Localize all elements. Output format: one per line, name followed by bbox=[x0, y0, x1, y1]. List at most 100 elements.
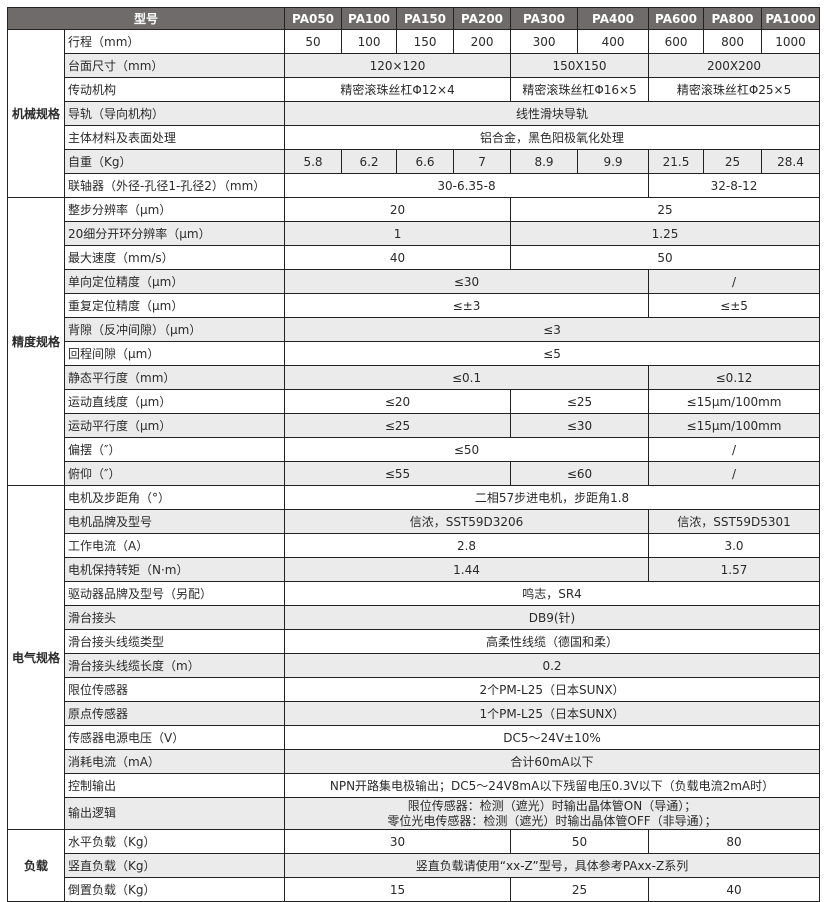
value-cell: 300 bbox=[510, 29, 579, 54]
value-cell: 线性滑块导轨 bbox=[284, 101, 821, 126]
value-cell: 25 bbox=[703, 149, 763, 174]
table-row: 限位传感器 2个PM-L25（日本SUNX） bbox=[8, 677, 821, 702]
row-label: 偏摆（″） bbox=[63, 437, 286, 462]
table-row: 滑台接头线缆类型 高柔性线缆（德国和柔） bbox=[8, 629, 821, 654]
value-cell: 120×120 bbox=[284, 53, 512, 78]
row-label: 电机品牌及型号 bbox=[63, 509, 286, 534]
group-label: 电气规格 bbox=[7, 485, 65, 830]
table-row: 滑台接头 DB9(针) bbox=[8, 605, 821, 630]
value-cell: DB9(针) bbox=[284, 605, 821, 630]
table-row: 台面尺寸（mm） 120×120 150X150 200X200 bbox=[8, 53, 821, 78]
table-row: 单向定位精度（μm） ≤30/ bbox=[8, 269, 821, 294]
row-label: 最大速度（mm/s） bbox=[63, 245, 286, 270]
row-label: 传感器电源电压（V） bbox=[63, 725, 286, 750]
value-cell: 9.9 bbox=[577, 149, 650, 174]
row-label: 运动平行度（μm） bbox=[63, 413, 286, 438]
value-cell: 限位传感器：检测（遮光）时输出晶体管ON（导通）； 零位光电传感器：检测（遮光）… bbox=[284, 797, 821, 830]
table-row: 精度规格 整步分辨率（μm） 20 25 bbox=[7, 197, 821, 486]
row-label: 20细分开环分辨率（μm） bbox=[63, 221, 286, 246]
table-row: 自重（Kg） 5.8 6.2 6.6 7 8.9 9.9 21.5 25 28.4 bbox=[8, 149, 821, 174]
model-header-pa400: PA400 bbox=[577, 7, 650, 30]
value-cell: ≤20 bbox=[284, 389, 512, 414]
value-cell: ≤30 bbox=[510, 413, 650, 438]
value-cell: 铝合金，黑色阳极氧化处理 bbox=[284, 125, 821, 150]
value-cell: 1000 bbox=[761, 29, 821, 54]
model-header-pa600: PA600 bbox=[648, 7, 705, 30]
value-cell: ≤15μm/100mm bbox=[648, 389, 821, 414]
value-cell: ≤60 bbox=[510, 461, 650, 486]
model-header: 型号 bbox=[6, 7, 286, 30]
row-label: 背隙（反冲间隙）（μm） bbox=[63, 317, 286, 342]
table-row: 滑台接头线缆长度（m） 0.2 bbox=[8, 653, 821, 678]
value-cell: / bbox=[648, 461, 821, 486]
value-cell: NPN开路集电极输出；DC5～24V8mA以下残留电压0.3V以下（负载电流2m… bbox=[284, 773, 821, 798]
table-row: 俯仰（″） ≤55 ≤60/ bbox=[8, 461, 821, 486]
value-cell: 40 bbox=[284, 245, 512, 270]
row-label: 单向定位精度（μm） bbox=[63, 269, 286, 294]
group-label: 负载 bbox=[7, 829, 65, 902]
row-label: 限位传感器 bbox=[63, 677, 286, 702]
table-row: 电机保持转矩（N·m） 1.44 1.57 bbox=[8, 557, 821, 582]
row-label: 消耗电流（mA） bbox=[63, 749, 286, 774]
value-cell: 1.44 bbox=[284, 557, 650, 582]
value-cell: 精密滚珠丝杠Φ16×5 bbox=[510, 77, 650, 102]
row-label: 自重（Kg） bbox=[63, 149, 286, 174]
row-label: 联轴器（外径-孔径1-孔径2）（mm） bbox=[63, 173, 286, 198]
value-cell: 21.5 bbox=[648, 149, 705, 174]
row-label: 运动直线度（μm） bbox=[63, 389, 286, 414]
model-header-pa050: PA050 bbox=[284, 7, 343, 30]
value-cell: 800 bbox=[703, 29, 763, 54]
table-row: 负载 水平负载（Kg） 30 50 80 bbox=[7, 829, 821, 902]
value-cell: 30-6.35-8 bbox=[284, 173, 650, 198]
row-label: 电机及步距角（°） bbox=[63, 485, 286, 510]
value-cell: 150 bbox=[396, 29, 455, 54]
table-row: 导轨（导向机构） 线性滑块导轨 bbox=[8, 101, 821, 126]
value-cell: ≤55 bbox=[284, 461, 512, 486]
value-cell: 精密滚珠丝杠Φ12×4 bbox=[284, 77, 512, 102]
value-cell: 7 bbox=[453, 149, 512, 174]
value-cell: ≤0.1 bbox=[284, 365, 650, 390]
value-cell: 25 bbox=[510, 197, 821, 222]
value-cell: ≤30 bbox=[284, 269, 650, 294]
row-label: 驱动器品牌及型号（另配） bbox=[63, 581, 286, 606]
value-cell: 0.2 bbox=[284, 653, 821, 678]
table-row: 电机品牌及型号 信浓，SST59D3206 信浓，SST59D5301 bbox=[8, 509, 821, 534]
table-row: 运动平行度（μm） ≤25 ≤30 ≤15μm/100mm bbox=[8, 413, 821, 438]
row-label: 回程间隙（μm） bbox=[63, 341, 286, 366]
value-cell: 1个PM-L25（日本SUNX） bbox=[284, 701, 821, 726]
value-cell: ≤3 bbox=[284, 317, 821, 342]
table-row: 输出逻辑 限位传感器：检测（遮光）时输出晶体管ON（导通）； 零位光电传感器：检测… bbox=[8, 797, 821, 830]
value-cell: 80 bbox=[648, 829, 821, 854]
value-cell: 150X150 bbox=[510, 53, 650, 78]
model-header-pa800: PA800 bbox=[703, 7, 763, 30]
table-row: 最大速度（mm/s） 40 50 bbox=[8, 245, 821, 270]
value-cell: 600 bbox=[648, 29, 705, 54]
value-cell: ≤25 bbox=[510, 389, 650, 414]
value-cell: ≤25 bbox=[284, 413, 512, 438]
row-label: 滑台接头线缆类型 bbox=[63, 629, 286, 654]
row-label: 输出逻辑 bbox=[63, 797, 286, 830]
model-header-pa150: PA150 bbox=[396, 7, 455, 30]
value-cell: 6.6 bbox=[396, 149, 455, 174]
table-row: 驱动器品牌及型号（另配） 鸣志，SR4 bbox=[8, 581, 821, 606]
value-cell: 30 bbox=[284, 829, 512, 854]
row-label: 主体材料及表面处理 bbox=[63, 125, 286, 150]
table-row: 竖直负载（Kg） 竖直负载请使用“xx-Z”型号，具体参考PAxx-Z系列 bbox=[8, 853, 821, 878]
row-label: 原点传感器 bbox=[63, 701, 286, 726]
value-cell: 信浓，SST59D3206 bbox=[284, 509, 650, 534]
value-cell: DC5～24V±10% bbox=[284, 725, 821, 750]
value-cell: 5.8 bbox=[284, 149, 343, 174]
value-cell: 3.0 bbox=[648, 533, 821, 558]
table-row: 回程间隙（μm） ≤5 bbox=[8, 341, 821, 366]
table-row: 静态平行度（mm） ≤0.1 ≤0.12 bbox=[8, 365, 821, 390]
table-row: 原点传感器 1个PM-L25（日本SUNX） bbox=[8, 701, 821, 726]
group-label: 机械规格 bbox=[7, 29, 65, 198]
value-cell: 200 bbox=[453, 29, 512, 54]
table-row: 主体材料及表面处理 铝合金，黑色阳极氧化处理 bbox=[8, 125, 821, 150]
value-cell: 1 bbox=[284, 221, 512, 246]
value-cell: 6.2 bbox=[341, 149, 398, 174]
value-cell: 1.25 bbox=[510, 221, 821, 246]
row-label: 台面尺寸（mm） bbox=[63, 53, 286, 78]
table-row: 传动机构 精密滚珠丝杠Φ12×4 精密滚珠丝杠Φ16×5 精密滚珠丝杠Φ25×5 bbox=[8, 77, 821, 102]
value-cell: 200X200 bbox=[648, 53, 821, 78]
